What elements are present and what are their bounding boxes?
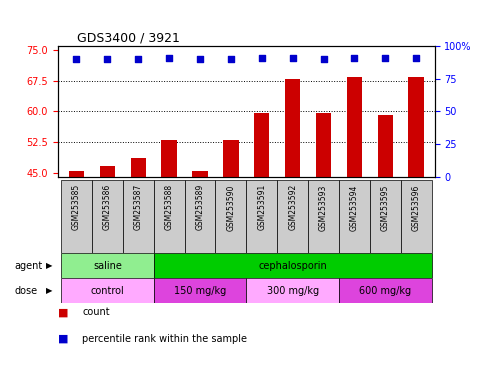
Point xyxy=(72,56,80,62)
FancyBboxPatch shape xyxy=(246,180,277,253)
Bar xyxy=(99,166,115,177)
Point xyxy=(227,56,235,62)
Bar xyxy=(130,158,146,177)
Bar xyxy=(69,170,84,177)
Text: GDS3400 / 3921: GDS3400 / 3921 xyxy=(77,32,180,45)
Bar xyxy=(223,140,239,177)
Text: GSM253589: GSM253589 xyxy=(196,184,204,230)
Bar xyxy=(316,113,331,177)
Text: percentile rank within the sample: percentile rank within the sample xyxy=(82,334,247,344)
FancyBboxPatch shape xyxy=(308,180,339,253)
FancyBboxPatch shape xyxy=(154,253,432,278)
FancyBboxPatch shape xyxy=(92,180,123,253)
Text: ■: ■ xyxy=(58,334,69,344)
Text: dose: dose xyxy=(14,286,38,296)
FancyBboxPatch shape xyxy=(61,253,154,278)
FancyBboxPatch shape xyxy=(154,278,246,303)
Text: GSM253595: GSM253595 xyxy=(381,184,390,230)
Point xyxy=(196,56,204,62)
FancyBboxPatch shape xyxy=(61,180,92,253)
Point xyxy=(382,55,389,61)
Text: 600 mg/kg: 600 mg/kg xyxy=(359,286,412,296)
FancyBboxPatch shape xyxy=(154,180,185,253)
Text: GSM253593: GSM253593 xyxy=(319,184,328,230)
FancyBboxPatch shape xyxy=(215,180,246,253)
Bar xyxy=(285,79,300,177)
Point xyxy=(289,55,297,61)
FancyBboxPatch shape xyxy=(185,180,215,253)
FancyBboxPatch shape xyxy=(339,278,432,303)
Text: GSM253588: GSM253588 xyxy=(165,184,173,230)
Point xyxy=(320,56,327,62)
Point xyxy=(103,56,111,62)
Text: GSM253596: GSM253596 xyxy=(412,184,421,230)
Text: GSM253592: GSM253592 xyxy=(288,184,297,230)
Text: count: count xyxy=(82,307,110,317)
Bar xyxy=(254,113,270,177)
Text: ■: ■ xyxy=(58,307,69,317)
Text: GSM253591: GSM253591 xyxy=(257,184,266,230)
Bar xyxy=(409,77,424,177)
Text: ▶: ▶ xyxy=(46,286,52,295)
Text: GSM253590: GSM253590 xyxy=(227,184,235,230)
Text: saline: saline xyxy=(93,261,122,271)
Point xyxy=(258,55,266,61)
Bar xyxy=(192,170,208,177)
Text: ▶: ▶ xyxy=(46,262,52,270)
Point xyxy=(351,55,358,61)
FancyBboxPatch shape xyxy=(123,180,154,253)
Bar xyxy=(378,116,393,177)
FancyBboxPatch shape xyxy=(401,180,432,253)
Text: 150 mg/kg: 150 mg/kg xyxy=(174,286,226,296)
Text: agent: agent xyxy=(14,261,43,271)
Text: GSM253585: GSM253585 xyxy=(72,184,81,230)
Point xyxy=(412,55,420,61)
Text: 300 mg/kg: 300 mg/kg xyxy=(267,286,319,296)
FancyBboxPatch shape xyxy=(246,278,339,303)
Text: GSM253594: GSM253594 xyxy=(350,184,359,230)
FancyBboxPatch shape xyxy=(339,180,370,253)
Text: GSM253587: GSM253587 xyxy=(134,184,143,230)
FancyBboxPatch shape xyxy=(61,278,154,303)
Bar xyxy=(347,77,362,177)
Point xyxy=(165,55,173,61)
FancyBboxPatch shape xyxy=(277,180,308,253)
Point xyxy=(134,56,142,62)
Text: GSM253586: GSM253586 xyxy=(103,184,112,230)
Text: control: control xyxy=(90,286,124,296)
FancyBboxPatch shape xyxy=(370,180,401,253)
Bar xyxy=(161,140,177,177)
Text: cephalosporin: cephalosporin xyxy=(258,261,327,271)
